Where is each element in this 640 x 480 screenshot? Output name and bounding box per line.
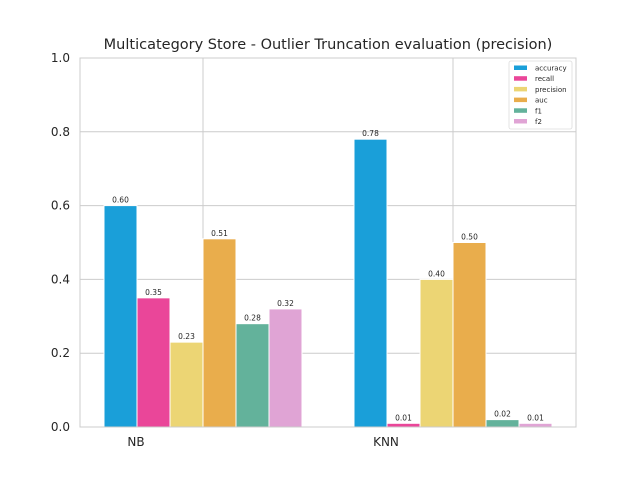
legend-swatch-f1 <box>514 108 527 113</box>
bar-f1-KNN <box>485 419 520 428</box>
legend-label: precision <box>535 86 567 94</box>
axes: 0.0 0.2 0.4 0.6 0.8 1.0 NB KNN <box>51 51 577 449</box>
y-tick-label: 0.8 <box>51 125 70 139</box>
data-label: 0.28 <box>244 314 261 323</box>
bar-precision-NB <box>169 341 204 428</box>
legend-swatch-auc <box>514 97 527 103</box>
bar-f2-NB <box>268 308 303 428</box>
bar-recall-KNN <box>386 422 421 428</box>
legend-swatch-f2 <box>514 119 527 124</box>
legend-swatch-recall <box>514 76 527 81</box>
data-label: 0.35 <box>145 288 162 297</box>
legend-label: recall <box>535 75 554 83</box>
bars <box>103 138 553 428</box>
x-tick-label: KNN <box>373 435 399 449</box>
data-label: 0.50 <box>461 233 478 242</box>
legend: accuracy recall precision auc f1 f2 <box>508 60 573 130</box>
y-tick-label: 0.6 <box>51 199 70 213</box>
x-tick-label: NB <box>127 435 144 449</box>
data-label: 0.51 <box>211 229 228 238</box>
y-tick-label: 0.2 <box>51 346 70 360</box>
data-label: 0.01 <box>395 413 412 422</box>
bar-f2-KNN <box>518 422 553 428</box>
bar-f1-NB <box>235 323 270 428</box>
data-label: 0.01 <box>527 413 544 422</box>
bar-recall-NB <box>136 297 171 428</box>
legend-label: f2 <box>535 118 542 126</box>
legend-label: f1 <box>535 107 542 115</box>
data-label: 0.78 <box>362 129 379 138</box>
legend-swatch-accuracy <box>514 65 527 70</box>
legend-label: accuracy <box>535 65 567 73</box>
bar-accuracy-NB <box>103 205 138 428</box>
data-labels: 0.60 0.78 0.35 0.01 0.23 0.40 0.51 0.50 0.28 0.02… <box>112 129 544 422</box>
y-tick-label: 0.0 <box>51 420 70 434</box>
data-label: 0.32 <box>277 299 294 308</box>
bar-accuracy-KNN <box>353 138 388 428</box>
data-label: 0.40 <box>428 269 445 278</box>
bar-auc-NB <box>202 238 237 428</box>
data-label: 0.23 <box>178 332 195 341</box>
chart-title: Multicategory Store - Outlier Truncation… <box>104 37 553 53</box>
y-tick-label: 1.0 <box>51 51 70 65</box>
plot-frame <box>79 57 577 428</box>
bar-auc-KNN <box>452 242 487 428</box>
data-label: 0.60 <box>112 196 129 205</box>
legend-swatch-precision <box>514 86 527 92</box>
bar-precision-KNN <box>419 278 454 428</box>
data-label: 0.02 <box>494 410 511 419</box>
legend-label: auc <box>535 97 548 105</box>
y-tick-label: 0.4 <box>51 272 70 286</box>
